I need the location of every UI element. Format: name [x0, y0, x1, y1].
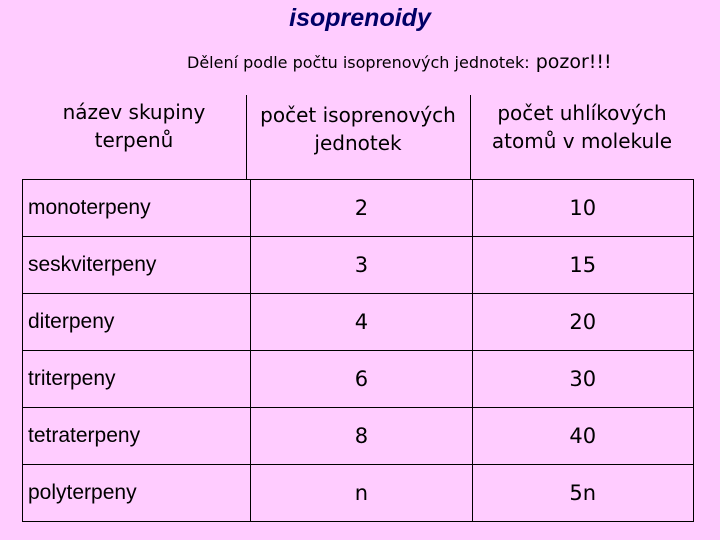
table-row: tetraterpeny 8 40 [21, 407, 695, 465]
header-carbons-line-1: počet uhlíkových [497, 101, 667, 125]
header-group-line-2: terpenů [94, 128, 174, 152]
table-row: triterpeny 6 30 [21, 350, 695, 408]
subtitle: Dělení podle počtu isoprenových jednotek… [187, 51, 612, 73]
header-group-name: název skupiny terpenů [22, 98, 246, 154]
carbon-atom-count: 10 [471, 179, 695, 237]
isoprene-unit-count: n [250, 464, 473, 522]
header-carbons-line-2: atomů v molekule [491, 129, 673, 153]
table-row: seskviterpeny 3 15 [21, 236, 695, 294]
carbon-atom-count: 20 [471, 293, 695, 351]
isoprene-unit-count: 6 [250, 350, 473, 408]
terpene-group-name: seskviterpeny [21, 236, 252, 294]
header-units-line-1: počet isoprenových [260, 103, 456, 127]
warning-text: pozor!!! [535, 51, 612, 73]
isoprene-unit-count: 3 [250, 236, 473, 294]
carbon-atom-count: 30 [471, 350, 695, 408]
carbon-atom-count: 40 [471, 407, 695, 465]
isoprene-unit-count: 4 [250, 293, 473, 351]
carbon-atom-count: 5n [471, 464, 695, 522]
terpene-group-name: monoterpeny [21, 179, 252, 237]
header-units-line-2: jednotek [314, 131, 402, 155]
header-group-line-1: název skupiny [62, 100, 206, 124]
terpene-group-name: triterpeny [21, 350, 252, 408]
terpene-table: monoterpeny 2 10 seskviterpeny 3 15 dite… [21, 179, 695, 522]
page-title: isoprenoidy [289, 4, 431, 32]
table-row: diterpeny 4 20 [21, 293, 695, 351]
header-divider-right [470, 95, 471, 179]
subtitle-text: Dělení podle počtu isoprenových jednotek… [187, 53, 530, 72]
table-row: monoterpeny 2 10 [21, 179, 695, 237]
isoprene-unit-count: 2 [250, 179, 473, 237]
table-row: polyterpeny n 5n [21, 464, 695, 522]
terpene-group-name: diterpeny [21, 293, 252, 351]
carbon-atom-count: 15 [471, 236, 695, 294]
header-divider-left [246, 95, 247, 179]
terpene-group-name: tetraterpeny [21, 407, 252, 465]
isoprene-unit-count: 8 [250, 407, 473, 465]
terpene-group-name: polyterpeny [21, 464, 252, 522]
header-carbon-atoms: počet uhlíkových atomů v molekule [470, 99, 694, 155]
header-isoprene-units: počet isoprenových jednotek [246, 101, 470, 157]
